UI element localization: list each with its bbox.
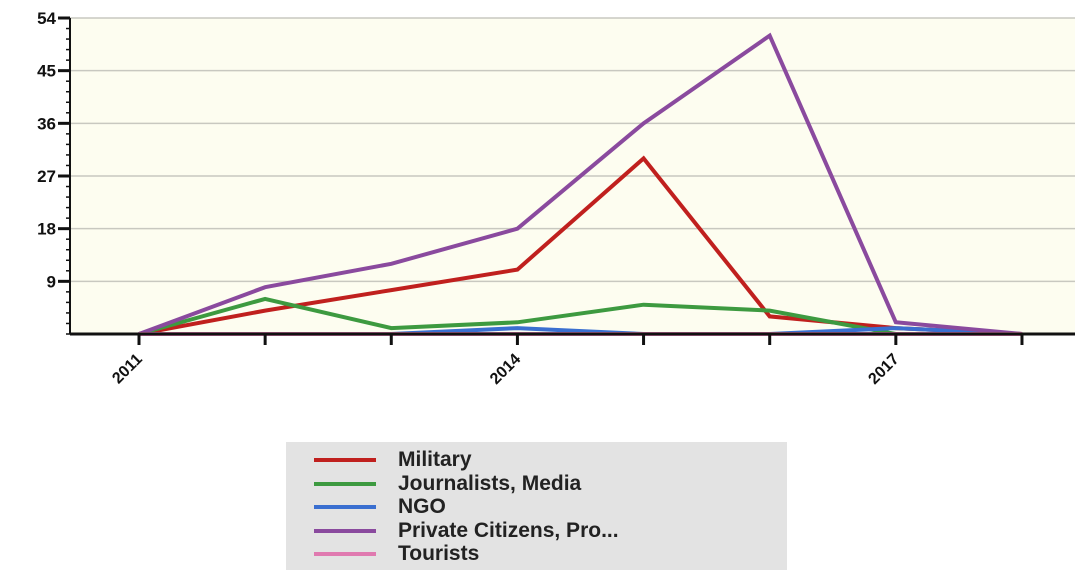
legend-label: Military [398,448,472,471]
legend-swatch [314,528,376,533]
legend-item: Journalists, Media [314,472,581,496]
legend-item: Tourists [314,542,479,566]
legend: Military Journalists, Media NGO Private Cit… [286,442,787,570]
x-tick-label: 2011 [109,351,146,388]
series-line-military [138,155,1023,336]
legend-item: Military [314,448,472,472]
x-axis-ticks: 2011 2014 2017 [109,334,1024,388]
legend-item: NGO [314,495,446,519]
legend-swatch [314,505,376,509]
y-tick-label: 45 [37,62,56,81]
x-tick-label: 2014 [487,351,524,388]
legend-swatch [314,552,376,556]
y-tick-label: 54 [37,9,56,28]
y-axis-ticks: 9 18 27 36 45 54 [37,9,70,291]
legend-label: Private Citizens, Pro... [398,518,619,542]
series-line-private-citizens-pro [138,32,1023,336]
y-tick-label: 36 [37,114,56,133]
x-tick-label: 2017 [865,351,902,388]
legend-swatch [314,458,376,462]
line-chart: 9 18 27 36 45 54 2011 2014 2017 [37,9,1075,388]
legend-label: NGO [398,495,446,518]
legend-swatch [314,481,376,486]
y-tick-label: 27 [37,167,56,186]
legend-label: Journalists, Media [398,471,582,495]
legend-label: Tourists [398,542,480,565]
y-tick-label: 18 [37,220,56,239]
y-tick-label: 9 [47,272,56,291]
gridlines [70,17,1075,283]
legend-item: Private Citizens, Pro... [314,519,619,543]
